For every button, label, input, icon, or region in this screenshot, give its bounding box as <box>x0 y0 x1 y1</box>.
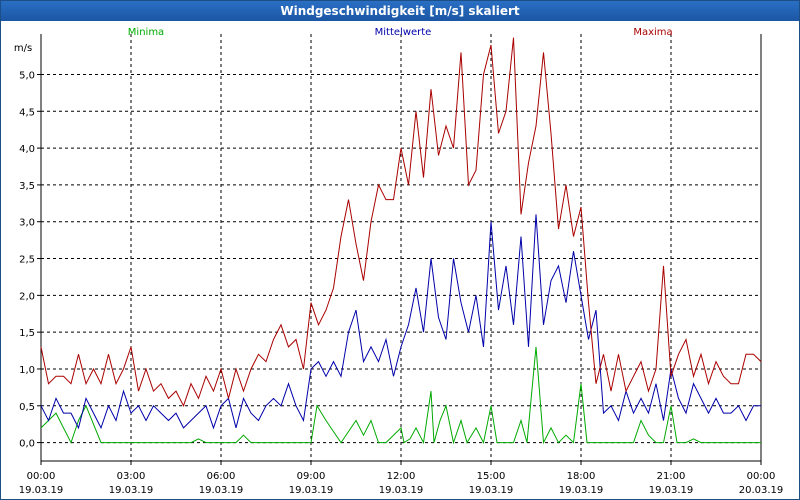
x-tick-time: 03:00 <box>117 471 146 482</box>
x-tick-time: 18:00 <box>567 471 596 482</box>
x-tick-date: 19.03.19 <box>19 485 64 496</box>
x-tick-time: 15:00 <box>477 471 506 482</box>
x-tick-date: 19.03.19 <box>649 485 694 496</box>
legend-mittelwerte: Mittelwerte <box>375 27 432 38</box>
series-line-minima <box>40 346 761 445</box>
chart-series <box>40 37 762 445</box>
x-tick-time: 09:00 <box>297 471 326 482</box>
y-tick-label: 3,0 <box>19 218 35 229</box>
x-tick-date: 19.03.19 <box>469 485 514 496</box>
x-tick-time: 00:00 <box>747 471 776 482</box>
x-tick-date: 19.03.19 <box>199 485 244 496</box>
y-tick-label: 1,0 <box>19 365 35 376</box>
y-tick-label: 4,0 <box>19 144 35 155</box>
x-tick-time: 06:00 <box>207 471 236 482</box>
x-tick-date: 19.03.19 <box>289 485 334 496</box>
series-line-maxima <box>40 37 762 408</box>
x-tick-date: 19.03.19 <box>109 485 154 496</box>
y-tick-label: 0,0 <box>19 439 35 450</box>
x-tick-time: 21:00 <box>657 471 686 482</box>
chart-grid <box>41 34 761 461</box>
chart-labels: 0,0 0,5 1,0 1,5 2,0 2,5 3,0 3,5 4,0 4,5 5,0 00:00 19… <box>14 27 783 496</box>
x-tick-date: 19.03.19 <box>559 485 604 496</box>
y-tick-label: 5,0 <box>19 70 35 81</box>
y-tick-label: 1,5 <box>19 328 35 339</box>
y-tick-label: 2,0 <box>19 291 35 302</box>
chart-axes <box>37 34 762 465</box>
series-line-mittelwerte <box>40 214 761 430</box>
x-tick-date: 20.03.19 <box>739 485 784 496</box>
x-tick-time: 00:00 <box>27 471 56 482</box>
y-tick-label: 0,5 <box>19 402 35 413</box>
window-title: Windgeschwindigkeit [m/s] skaliert <box>1 1 799 21</box>
y-tick-label: 4,5 <box>19 107 35 118</box>
y-tick-label: 2,5 <box>19 255 35 266</box>
x-tick-time: 12:00 <box>387 471 416 482</box>
x-tick-date: 19.03.19 <box>379 485 424 496</box>
y-tick-label: 3,5 <box>19 181 35 192</box>
y-axis-label: m/s <box>14 43 32 54</box>
legend-maxima: Maxima <box>633 27 672 38</box>
legend-minima: Minima <box>128 27 164 38</box>
